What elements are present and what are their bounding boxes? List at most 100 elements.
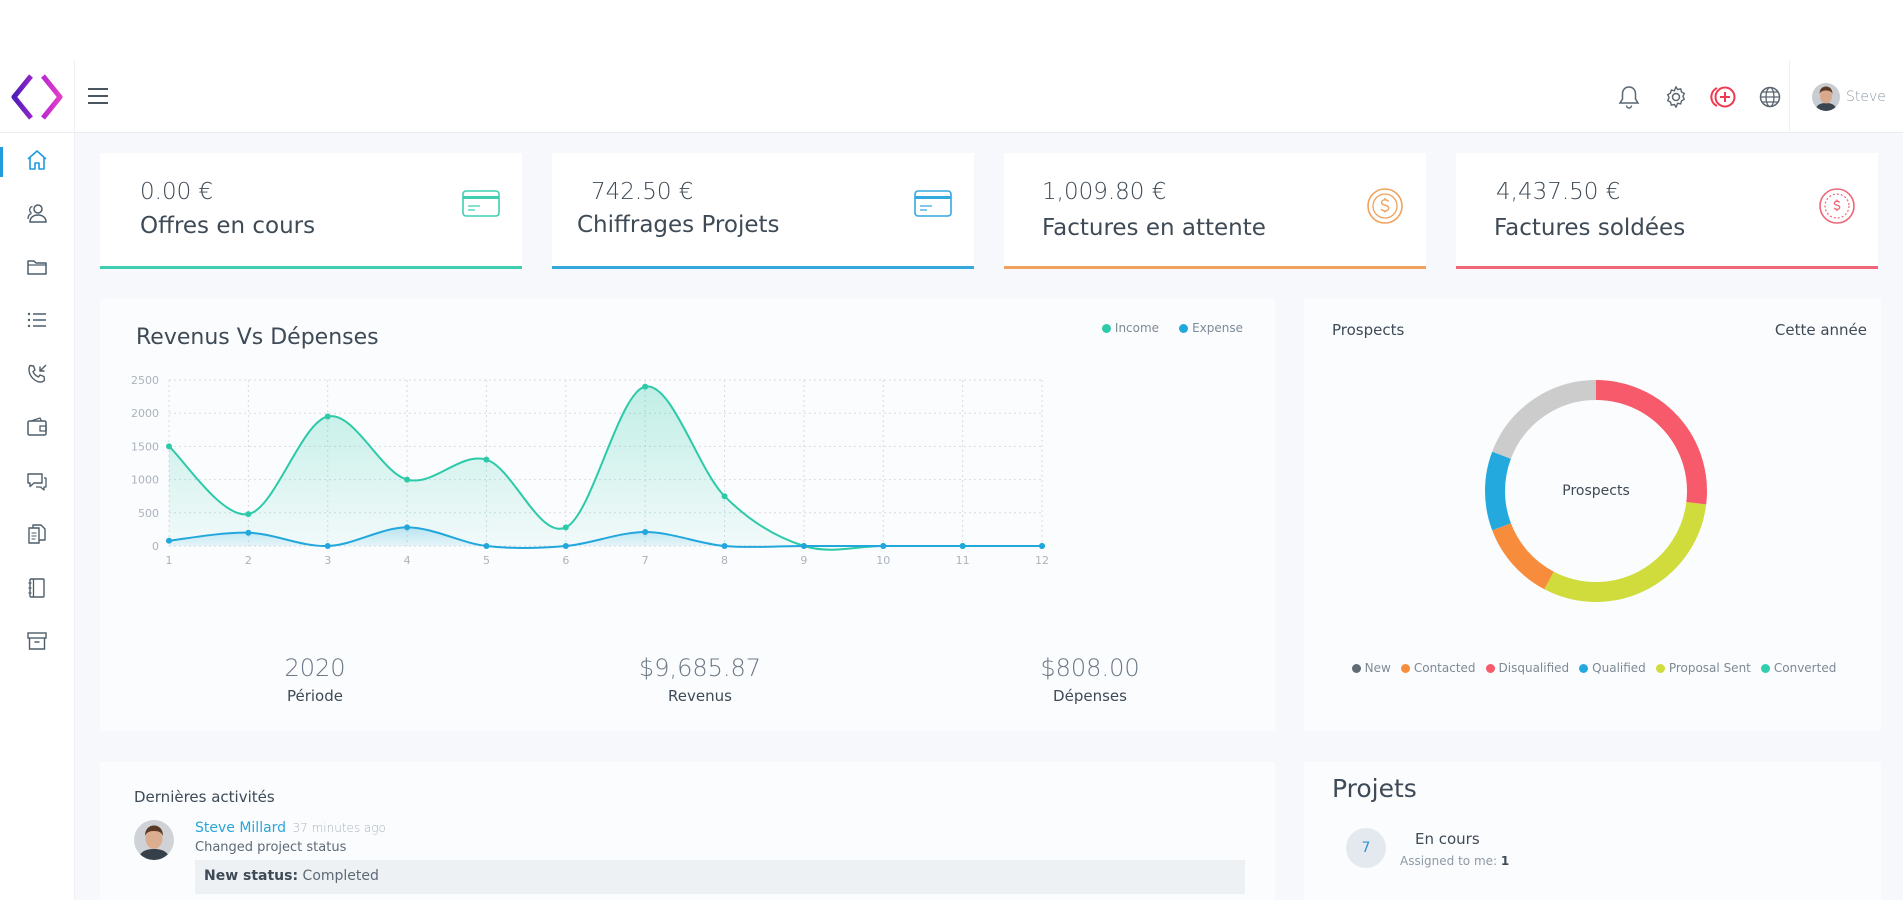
data-point[interactable] <box>245 529 252 536</box>
x-tick-label: 11 <box>956 554 970 567</box>
users-icon <box>27 204 47 223</box>
card-icon <box>914 189 952 223</box>
sidebar-item-documents[interactable] <box>0 508 74 562</box>
legend-dot <box>1485 663 1495 673</box>
data-point[interactable] <box>800 543 807 549</box>
summary-value: 2020 <box>284 654 346 682</box>
home-icon <box>27 149 47 170</box>
legend-item[interactable]: Proposal Sent <box>1655 661 1751 675</box>
coin-icon <box>1818 187 1856 229</box>
stat-card-offers[interactable]: 0.00 € Offres en cours <box>100 153 522 269</box>
data-point[interactable] <box>1039 543 1045 549</box>
settings-button[interactable] <box>1652 77 1699 117</box>
legend-dot <box>1179 323 1189 333</box>
donut-slice[interactable] <box>1595 380 1707 505</box>
sidebar-item-archive[interactable] <box>0 615 74 669</box>
folder-icon <box>27 260 47 275</box>
y-tick-label: 2000 <box>131 407 159 420</box>
period-selector[interactable]: Cette année <box>1774 321 1867 339</box>
donut-slice[interactable] <box>1485 451 1512 531</box>
legend-expense[interactable]: Expense <box>1179 321 1243 335</box>
data-point[interactable] <box>324 413 331 420</box>
sidebar-item-tasks[interactable] <box>0 294 74 348</box>
stat-label: Offres en cours <box>140 213 316 239</box>
sidebar-item-calls[interactable] <box>0 347 74 401</box>
legend-label: Qualified <box>1592 661 1646 675</box>
stat-card-pending-invoices[interactable]: 1,009.80 € Factures en attente <box>1004 153 1426 269</box>
logo-icon <box>11 73 63 120</box>
legend-item[interactable]: Qualified <box>1579 661 1646 675</box>
donut-slice[interactable] <box>1492 522 1555 590</box>
legend-income[interactable]: Income <box>1101 321 1159 335</box>
data-point[interactable] <box>404 524 411 531</box>
stat-card-quotes[interactable]: 742.50 € Chiffrages Projets <box>552 153 974 269</box>
data-point[interactable] <box>562 524 569 531</box>
data-point[interactable] <box>562 543 569 549</box>
activity-author-link[interactable]: Steve Millard <box>195 820 287 836</box>
assigned-value: 1 <box>1500 854 1510 868</box>
phone-incoming-icon <box>28 364 47 383</box>
y-tick-label: 1500 <box>131 440 159 453</box>
quick-add-button[interactable] <box>1699 77 1746 117</box>
stat-card-paid-invoices[interactable]: 4,437.50 € Factures soldées <box>1456 153 1878 269</box>
assigned-label: Assigned to me: <box>1400 854 1498 868</box>
sidebar-item-projects[interactable] <box>0 240 74 294</box>
legend-label: Contacted <box>1413 661 1476 675</box>
legend-label: Proposal Sent <box>1668 661 1751 675</box>
stat-accent-bar <box>100 266 522 269</box>
series-income <box>166 383 1045 551</box>
data-point[interactable] <box>166 537 172 544</box>
summary-period: 2020 Période <box>165 654 465 705</box>
data-point[interactable] <box>483 543 490 549</box>
data-point[interactable] <box>721 543 728 549</box>
legend-dot <box>1579 663 1589 673</box>
stat-accent-bar <box>552 266 974 269</box>
x-tick-label: 12 <box>1035 554 1049 567</box>
language-button[interactable] <box>1746 77 1793 117</box>
menu-toggle-button[interactable] <box>84 82 112 110</box>
sidebar-item-notebook[interactable] <box>0 561 74 615</box>
data-point[interactable] <box>404 476 411 483</box>
data-point[interactable] <box>642 383 649 390</box>
prospects-title: Prospects <box>1332 321 1405 339</box>
legend-label: New <box>1364 661 1391 675</box>
activity-card: Dernières activités Steve Millard 37 min… <box>100 762 1275 900</box>
legend-item[interactable]: Disqualified <box>1485 661 1569 675</box>
x-tick-label: 6 <box>562 554 569 567</box>
donut-slice[interactable] <box>1492 380 1597 459</box>
app-logo[interactable] <box>0 60 75 133</box>
legend-item[interactable]: New <box>1351 661 1391 675</box>
legend-dot <box>1760 663 1770 673</box>
legend-label: Converted <box>1773 661 1837 675</box>
sidebar-item-messages[interactable] <box>0 454 74 508</box>
project-status-name: En cours <box>1415 830 1480 848</box>
notifications-button[interactable] <box>1605 77 1652 117</box>
data-point[interactable] <box>642 529 649 536</box>
sidebar-item-home[interactable] <box>0 133 74 187</box>
sidebar-item-contacts[interactable] <box>0 187 74 241</box>
sidebar-item-wallet[interactable] <box>0 401 74 455</box>
summary-label: Revenus <box>668 687 732 705</box>
summary-revenue: $9,685.87 Revenus <box>550 654 850 705</box>
y-tick-label: 2500 <box>131 374 159 387</box>
donut-chart <box>1485 380 1707 602</box>
stat-label: Factures soldées <box>1494 215 1686 241</box>
chart-legend: Income Expense <box>1101 321 1243 335</box>
data-point[interactable] <box>880 543 887 549</box>
donut-slice[interactable] <box>1544 501 1707 602</box>
data-point[interactable] <box>959 543 966 549</box>
data-point[interactable] <box>245 511 252 518</box>
data-point[interactable] <box>721 493 728 500</box>
legend-item[interactable]: Converted <box>1760 661 1837 675</box>
data-point[interactable] <box>324 543 331 549</box>
data-point[interactable] <box>483 456 490 463</box>
summary-label: Dépenses <box>1053 687 1127 705</box>
chart-title: Revenus Vs Dépenses <box>136 325 379 350</box>
user-menu[interactable]: Steve <box>1789 60 1903 133</box>
hamburger-icon <box>88 88 108 104</box>
legend-dot <box>1400 663 1410 673</box>
globe-icon <box>1759 86 1780 107</box>
legend-item[interactable]: Contacted <box>1400 661 1476 675</box>
data-point[interactable] <box>166 443 172 450</box>
archive-icon <box>27 632 47 650</box>
